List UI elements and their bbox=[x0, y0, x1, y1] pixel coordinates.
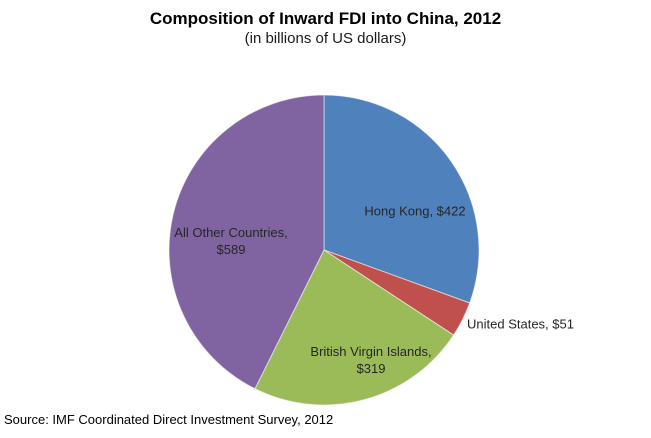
chart-subtitle: (in billions of US dollars) bbox=[244, 30, 407, 47]
slice-label-hong-kong-text: Hong Kong, $422 bbox=[364, 203, 466, 219]
slice-label-united-states: United States, $51 bbox=[467, 316, 574, 333]
pie-slice-all-other-countries bbox=[168, 94, 325, 390]
slice-label-british-virgin-islands: British Virgin Islands, $319 bbox=[310, 343, 431, 377]
chart-header: Composition of Inward FDI into China, 20… bbox=[0, 8, 651, 48]
slice-label-all-other-line2: $589 bbox=[216, 242, 246, 257]
pie-slice-british-virgin-islands bbox=[254, 249, 455, 406]
slice-label-all-other-line1: All Other Countries, bbox=[174, 225, 288, 240]
slice-label-bvi-line1: British Virgin Islands, bbox=[310, 344, 432, 359]
slice-label-hong-kong: Hong Kong, $422 bbox=[364, 203, 465, 220]
pie-slice-hong-kong bbox=[323, 94, 480, 304]
source-note: Source: IMF Coordinated Direct Investmen… bbox=[4, 412, 334, 427]
slice-label-all-other-countries: All Other Countries, $589 bbox=[174, 224, 287, 258]
slice-label-us-text: United States, $51 bbox=[467, 316, 574, 332]
chart-title: Composition of Inward FDI into China, 20… bbox=[149, 9, 502, 28]
slice-label-bvi-line2: $319 bbox=[356, 361, 386, 376]
